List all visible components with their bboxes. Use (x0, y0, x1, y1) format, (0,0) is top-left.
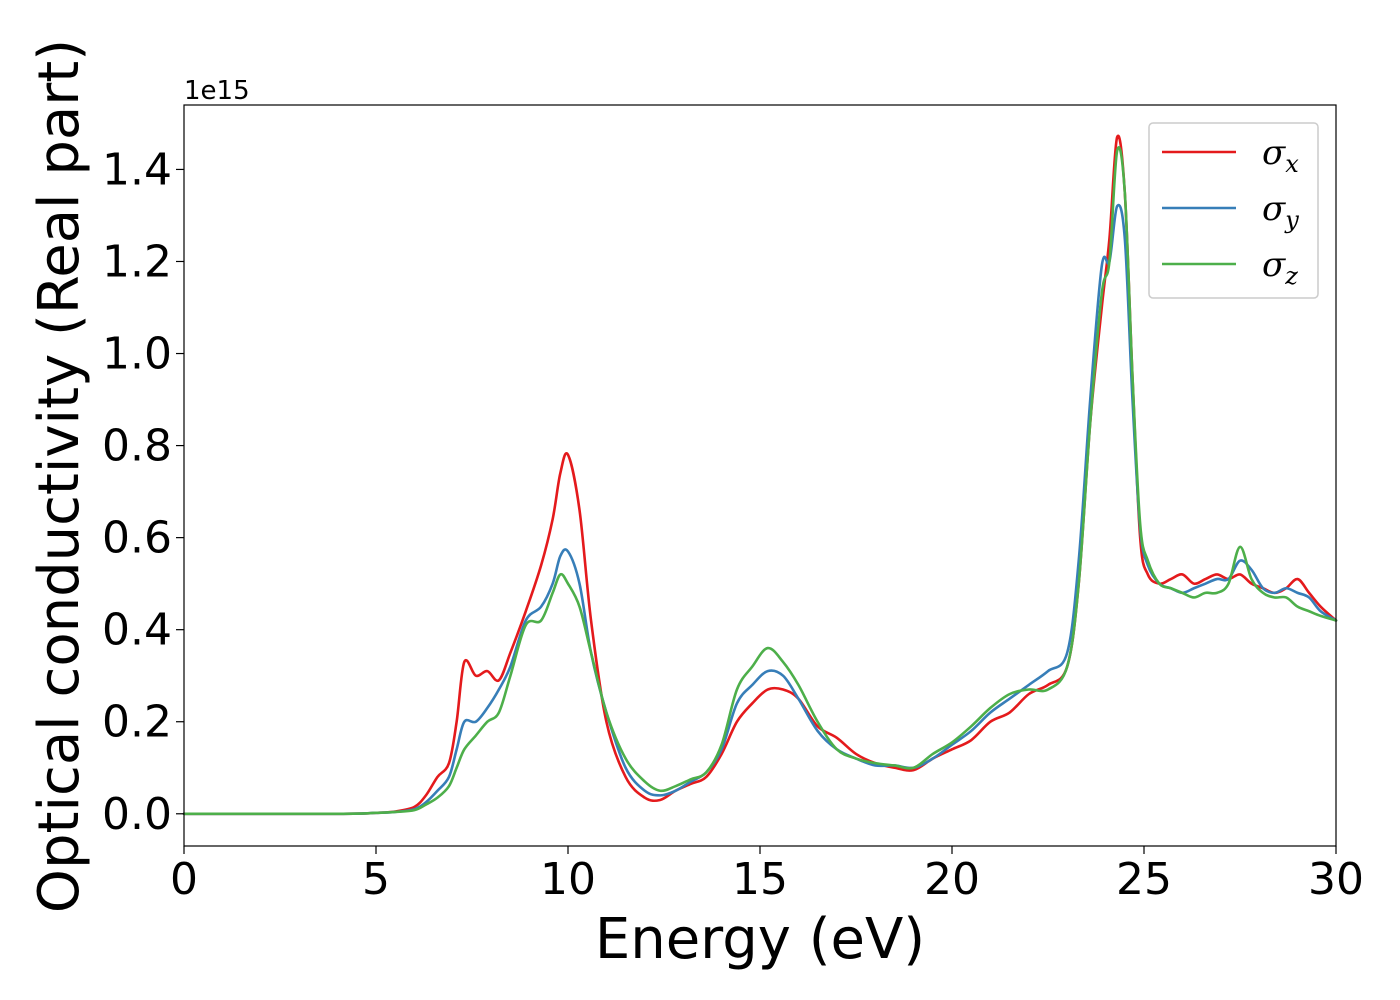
x-axis-label: Energy (eV) (595, 907, 925, 972)
x-tick-label: 20 (924, 854, 980, 905)
x-axis: 0 5 10 15 20 25 30 (170, 846, 1364, 905)
y-tick-label: 0.4 (102, 605, 172, 656)
y-tick-label: 0.2 (102, 697, 172, 748)
y-offset-label: 1e15 (184, 76, 250, 106)
x-tick-label: 25 (1116, 854, 1172, 905)
series-layer (182, 134, 1338, 816)
y-tick-label: 1.0 (102, 329, 172, 380)
legend-box (1148, 122, 1319, 299)
y-axis: 0.0 0.2 0.4 0.6 0.8 1.0 1.2 1.4 (102, 144, 184, 840)
y-tick-label: 0.6 (102, 513, 172, 564)
y-tick-label: 1.4 (102, 144, 172, 195)
y-tick-label: 0.0 (102, 789, 172, 840)
series-line-z (182, 145, 1338, 816)
y-tick-label: 0.8 (102, 421, 172, 472)
y-axis-label: Optical conductivity (Real part) (27, 39, 92, 913)
y-tick-label: 1.2 (102, 236, 172, 287)
x-tick-label: 0 (170, 854, 198, 905)
x-tick-label: 5 (362, 854, 390, 905)
x-tick-label: 30 (1308, 854, 1364, 905)
x-tick-label: 15 (732, 854, 788, 905)
x-tick-label: 10 (540, 854, 596, 905)
series-line-y (182, 203, 1338, 816)
